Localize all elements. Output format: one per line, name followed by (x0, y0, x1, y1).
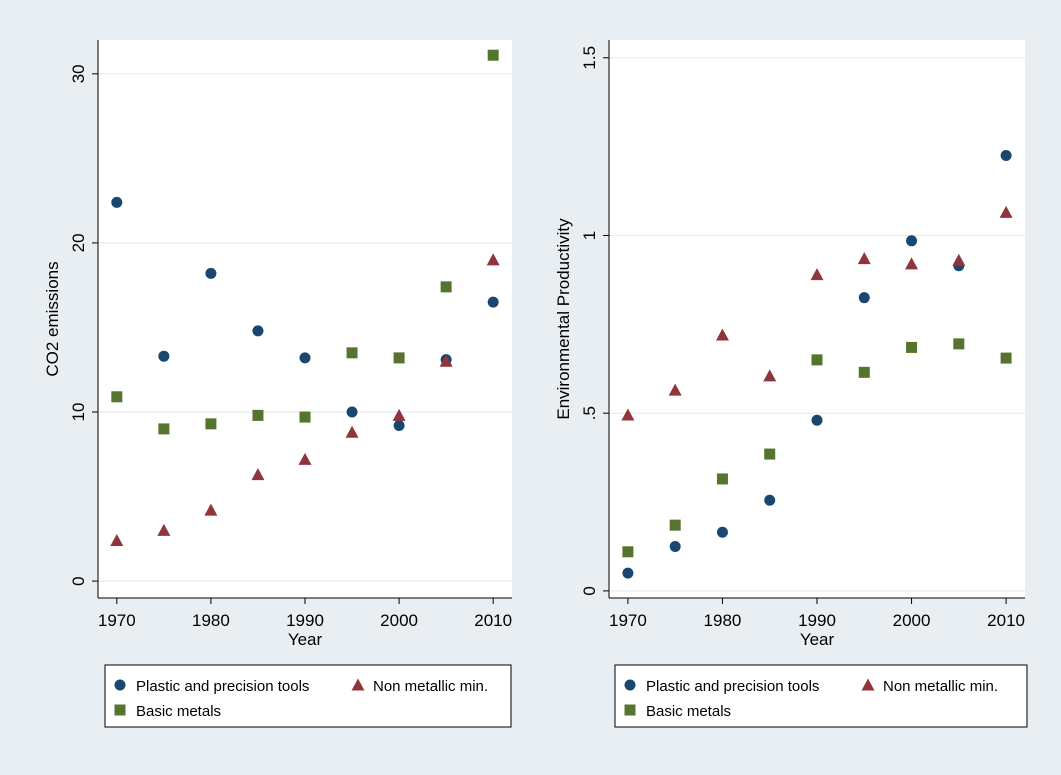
data-point-triangle (486, 253, 500, 266)
legend-label: Basic metals (136, 703, 221, 720)
data-point-square (393, 352, 405, 364)
data-point-circle (669, 540, 681, 552)
data-point-square (953, 338, 965, 350)
x-axis-title: Year (800, 630, 835, 649)
y-tick-label: 10 (69, 403, 88, 422)
legend-marker-triangle (351, 678, 365, 691)
data-point-triangle (345, 425, 359, 438)
x-tick-label: 2000 (380, 611, 418, 630)
legend-marker-circle (624, 679, 636, 691)
data-point-triangle (204, 503, 218, 516)
legend-label: Non metallic min. (373, 678, 488, 695)
y-tick-label: .5 (580, 406, 599, 420)
data-point-triangle (621, 408, 635, 421)
x-axis-title: Year (288, 630, 323, 649)
x-tick-label: 1990 (798, 611, 836, 630)
data-point-square (1000, 352, 1012, 364)
data-point-square (811, 354, 823, 366)
x-tick-label: 1980 (192, 611, 230, 630)
legend-label: Basic metals (646, 703, 731, 720)
data-point-square (858, 366, 870, 378)
legend-marker-square (114, 704, 126, 716)
data-point-square (716, 473, 728, 485)
legend-label: Non metallic min. (883, 678, 998, 695)
y-tick-label: 1 (580, 231, 599, 240)
data-point-square (440, 281, 452, 293)
x-tick-label: 1970 (609, 611, 647, 630)
data-point-triangle (905, 257, 919, 270)
data-point-triangle (952, 253, 966, 266)
x-tick-label: 1990 (286, 611, 324, 630)
data-point-circle (393, 420, 405, 432)
plot-area-2 (609, 40, 1025, 598)
y-tick-label: 0 (580, 586, 599, 595)
data-point-circle (764, 494, 776, 506)
data-point-square (299, 411, 311, 423)
data-point-circle (906, 235, 918, 247)
data-point-square (158, 423, 170, 435)
legend-marker-triangle (861, 678, 875, 691)
data-point-circle (811, 414, 823, 426)
legend-label: Plastic and precision tools (646, 678, 819, 695)
data-point-circle (1000, 150, 1012, 162)
data-point-square (205, 418, 217, 430)
x-tick-label: 1970 (98, 611, 136, 630)
data-point-circle (622, 567, 634, 579)
data-point-triangle (439, 354, 453, 367)
data-point-square (764, 448, 776, 460)
data-point-triangle (999, 205, 1013, 218)
data-point-circle (716, 526, 728, 538)
x-tick-label: 2000 (893, 611, 931, 630)
y-tick-label: 0 (69, 576, 88, 585)
data-point-square (487, 49, 499, 61)
data-point-square (252, 409, 264, 421)
data-point-square (111, 391, 123, 403)
y-tick-label: 20 (69, 233, 88, 252)
data-point-triangle (715, 328, 729, 341)
legend-label: Plastic and precision tools (136, 678, 309, 695)
data-point-circle (252, 325, 264, 337)
data-point-square (346, 347, 358, 359)
data-point-circle (346, 406, 358, 418)
data-point-triangle (251, 468, 265, 481)
data-point-circle (158, 350, 170, 362)
legend-box (614, 664, 1028, 728)
data-point-triangle (810, 268, 824, 281)
data-point-triangle (857, 252, 871, 265)
y-tick-label: 30 (69, 64, 88, 83)
data-point-square (906, 341, 918, 353)
data-point-triangle (298, 452, 312, 465)
legend-box (104, 664, 512, 728)
data-point-square (669, 519, 681, 531)
x-tick-label: 1980 (704, 611, 742, 630)
data-point-triangle (157, 523, 171, 536)
data-point-triangle (110, 534, 124, 547)
y-axis-title: Environmental Productivity (554, 218, 573, 420)
data-point-circle (205, 267, 217, 279)
data-point-circle (487, 296, 499, 308)
y-tick-label: 1.5 (580, 46, 599, 70)
legend-marker-square (624, 704, 636, 716)
x-tick-label: 2010 (474, 611, 512, 630)
y-axis-title: CO2 emissions (43, 261, 62, 376)
data-point-square (622, 546, 634, 558)
data-point-circle (299, 352, 311, 364)
data-point-circle (858, 292, 870, 304)
data-point-triangle (392, 408, 406, 421)
plot-area-1 (98, 40, 512, 598)
data-point-triangle (668, 383, 682, 396)
x-tick-label: 2010 (987, 611, 1025, 630)
legend-marker-circle (114, 679, 126, 691)
data-point-triangle (763, 369, 777, 382)
data-point-circle (111, 196, 123, 208)
